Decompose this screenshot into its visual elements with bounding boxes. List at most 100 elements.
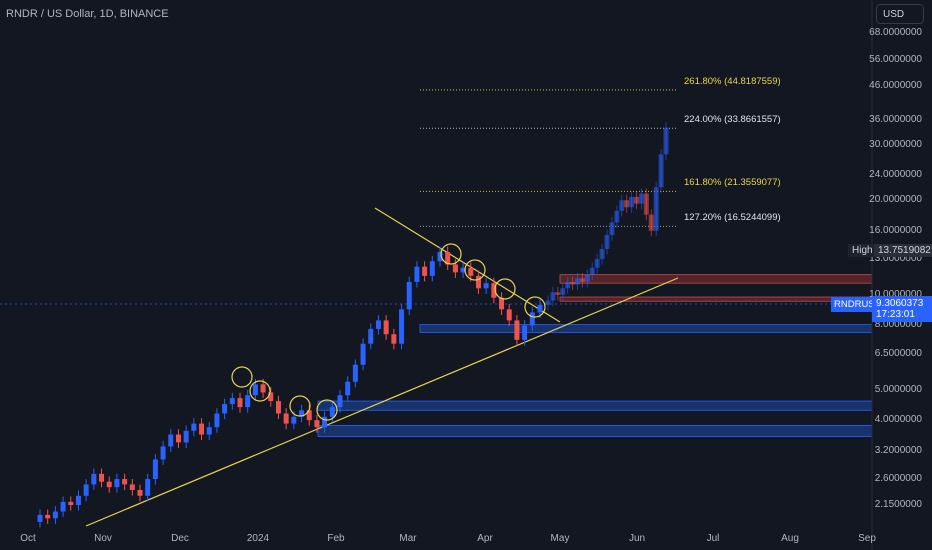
candle-body bbox=[624, 200, 630, 208]
time-tick: Aug bbox=[781, 533, 799, 544]
price-tick: 5.0000000 bbox=[874, 383, 922, 395]
time-tick: Nov bbox=[94, 533, 112, 544]
candle-body bbox=[168, 434, 174, 447]
fib-label: 224.00% (33.8661557) bbox=[684, 114, 781, 126]
candle-body bbox=[589, 267, 595, 275]
candle-body bbox=[399, 309, 405, 344]
candle-body bbox=[491, 283, 497, 298]
candlesticks bbox=[37, 246, 543, 528]
candle-body bbox=[575, 278, 580, 285]
candle-body bbox=[137, 489, 143, 496]
candle-body bbox=[122, 479, 128, 485]
candle-body bbox=[537, 304, 543, 313]
circle-marker bbox=[440, 243, 462, 265]
candle-body bbox=[237, 398, 243, 408]
high-label: High bbox=[848, 244, 877, 257]
time-tick: May bbox=[550, 533, 570, 544]
candle-body bbox=[468, 267, 474, 276]
candle-body bbox=[52, 511, 58, 519]
candle-body bbox=[260, 384, 266, 393]
support-resistance-zones bbox=[317, 274, 873, 437]
candle-body bbox=[68, 501, 74, 505]
candle-body bbox=[555, 292, 561, 295]
time-tick: Mar bbox=[399, 533, 417, 544]
currency-selector[interactable]: USD bbox=[876, 4, 924, 24]
circle-marker bbox=[316, 399, 338, 421]
zone-rect bbox=[559, 296, 873, 302]
candle-body bbox=[314, 420, 320, 428]
candle-body bbox=[291, 416, 297, 424]
candle-body bbox=[75, 495, 81, 505]
price-tick: 10.0000000 bbox=[869, 288, 922, 300]
circle-marker bbox=[249, 380, 271, 402]
candle-body bbox=[599, 248, 605, 260]
price-tick: 46.0000000 bbox=[869, 80, 922, 92]
candle-body bbox=[145, 479, 151, 496]
candle-body bbox=[634, 196, 639, 204]
candle-body bbox=[406, 281, 412, 310]
candle-body bbox=[643, 193, 649, 215]
candle-body bbox=[352, 364, 358, 382]
candle-body bbox=[565, 281, 571, 289]
symbol-badge: RNDRUSD bbox=[831, 297, 885, 312]
circle-marker bbox=[289, 395, 311, 417]
candle-body bbox=[414, 266, 420, 282]
fib-label: 127.20% (16.5244099) bbox=[684, 212, 781, 224]
price-tick: 16.0000000 bbox=[869, 224, 922, 236]
candle-body bbox=[199, 423, 205, 435]
candle-body bbox=[499, 297, 505, 310]
candle-body bbox=[452, 264, 458, 273]
candle-body bbox=[460, 267, 466, 273]
candle-body bbox=[37, 514, 43, 522]
candle-body bbox=[483, 283, 489, 289]
candle-body bbox=[445, 251, 451, 265]
time-tick: Oct bbox=[20, 533, 36, 544]
time-tick: Jun bbox=[628, 533, 646, 544]
fib-label: 161.80% (21.3559077) bbox=[684, 177, 781, 189]
candle-body bbox=[545, 300, 551, 305]
candle-body bbox=[506, 309, 512, 321]
price-tick: 8.0000000 bbox=[874, 319, 922, 331]
candle-body bbox=[658, 154, 664, 188]
price-tick: 2.1500000 bbox=[874, 499, 922, 510]
highlight-circles bbox=[231, 243, 546, 421]
candle-body bbox=[383, 320, 389, 335]
candle-body bbox=[129, 484, 135, 490]
circle-marker bbox=[231, 366, 253, 388]
price-tick: 24.0000000 bbox=[869, 169, 922, 181]
candle-body bbox=[422, 266, 428, 276]
zone-rect bbox=[559, 274, 873, 284]
chart-title: RNDR / US Dollar, 1D, BINANCE bbox=[6, 8, 169, 20]
candle-body bbox=[83, 484, 89, 496]
candle-body bbox=[283, 413, 289, 424]
circle-marker bbox=[524, 296, 546, 318]
candle-body bbox=[653, 187, 659, 231]
price-tick: 36.0000000 bbox=[869, 113, 922, 125]
candle-body bbox=[45, 514, 51, 519]
circle-marker bbox=[464, 259, 486, 281]
candle-body bbox=[191, 423, 197, 431]
candle-body bbox=[391, 334, 397, 344]
candle-body bbox=[663, 127, 669, 155]
candle-body bbox=[368, 328, 374, 344]
candle-body bbox=[514, 320, 520, 340]
time-tick: Jul bbox=[706, 533, 720, 544]
price-tick: 56.0000000 bbox=[869, 53, 922, 65]
candle-body bbox=[337, 395, 343, 408]
high-value: 13.7519082 bbox=[874, 244, 932, 257]
candle-body bbox=[206, 427, 212, 435]
time-tick: Feb bbox=[327, 533, 345, 544]
time-tick: Apr bbox=[477, 533, 493, 544]
candle-body bbox=[183, 430, 189, 443]
candle-body bbox=[550, 292, 556, 301]
price-tick: 13.0000000 bbox=[869, 253, 922, 265]
candle-body bbox=[160, 446, 166, 460]
candle-body bbox=[222, 404, 228, 414]
candle-body bbox=[609, 222, 615, 236]
price-tick: 6.5000000 bbox=[874, 347, 922, 359]
candle-body bbox=[360, 343, 366, 365]
candle-body bbox=[329, 407, 335, 417]
candle-body bbox=[214, 413, 220, 428]
price-tick: 30.0000000 bbox=[869, 138, 922, 150]
